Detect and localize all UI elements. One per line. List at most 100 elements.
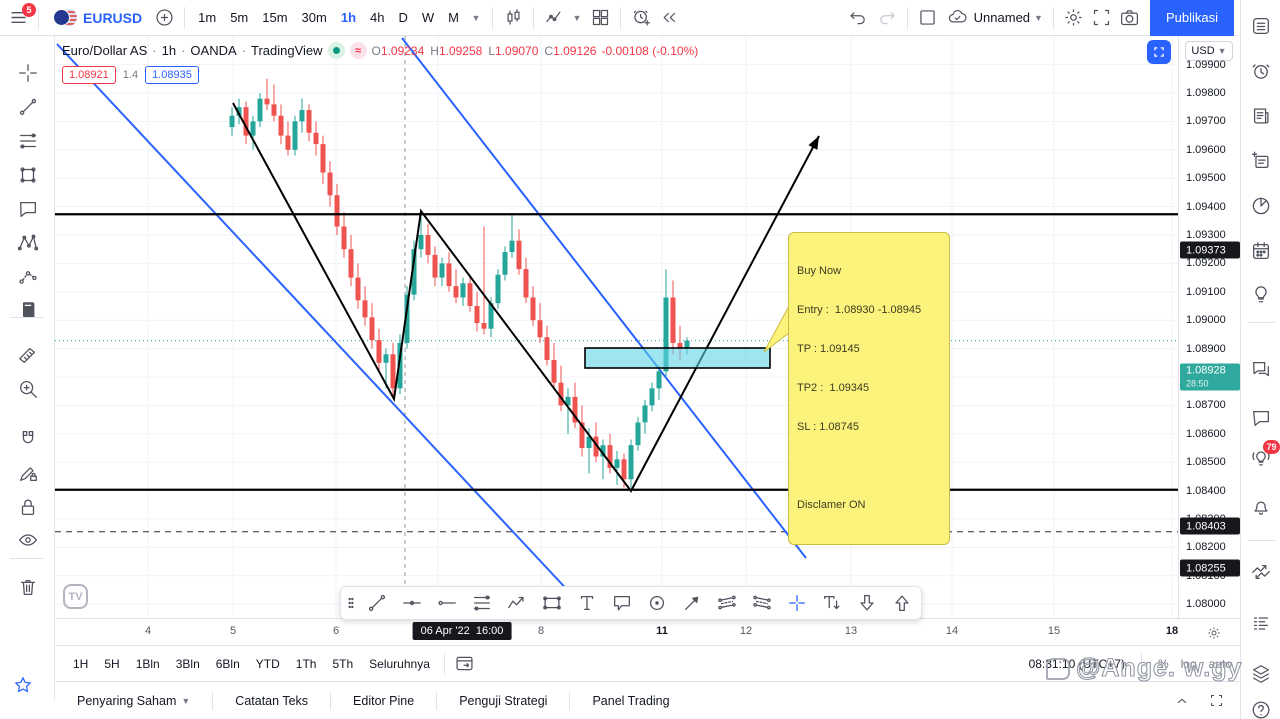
arrow-up-tool[interactable] [884,588,919,618]
drawing-lock-tool[interactable] [13,458,43,488]
chart-style-candles-button[interactable] [499,4,527,32]
range-5Th[interactable]: 5Th [332,656,354,671]
compare-add-symbol-button[interactable] [150,4,178,32]
alerts-icon[interactable] [1247,57,1275,85]
prediction-tool[interactable] [13,262,43,292]
timeframe-W[interactable]: W [421,10,435,25]
cross-line-tool[interactable] [779,588,814,618]
horizontal-ray-tool[interactable] [429,588,464,618]
zoom-in-tool[interactable] [13,374,43,404]
indicators-button[interactable] [540,4,568,32]
sell-bid-button[interactable]: 1.08921 [62,66,116,84]
fib-retracement-tool[interactable] [13,126,43,156]
timeframe-30m[interactable]: 30m [301,10,327,25]
range-1H[interactable]: 1H [73,656,89,671]
magnet-tool[interactable] [13,424,43,454]
favorites-star-button[interactable] [8,670,38,700]
delete-tool[interactable] [13,572,43,602]
chart-settings-button[interactable] [1060,4,1088,32]
crosshair-tool[interactable] [13,58,43,88]
scale-mode-%[interactable]: % [1157,656,1169,671]
layout-name-menu[interactable]: Unnamed ▼ [942,4,1047,32]
timeframe-D[interactable]: D [398,10,408,25]
public-chats-icon[interactable] [1247,356,1275,384]
tab-penguji-strategi[interactable]: Penguji Strategi [459,693,548,708]
timeframe-M[interactable]: M [448,10,459,25]
price-scale[interactable]: USD▼ 1.080001.081001.082001.083001.08400… [1178,36,1240,618]
hotlists-icon[interactable] [1247,192,1275,220]
range-5H[interactable]: 5H [104,656,120,671]
callout-tool[interactable] [604,588,639,618]
multichart-layout-button[interactable] [586,4,614,32]
timeframe-1m[interactable]: 1m [198,10,217,25]
tab-editor-pine[interactable]: Editor Pine [353,693,415,708]
timeframe-4h[interactable]: 4h [370,10,385,25]
data-window-icon[interactable] [1247,147,1275,175]
ruler-tool[interactable] [13,340,43,370]
hide-drawings-tool[interactable] [13,525,43,555]
price-scale-currency-button[interactable]: USD ▼ [1185,41,1233,61]
notifications-icon[interactable] [1247,492,1275,520]
trading-panel-icon[interactable] [1247,558,1275,586]
rectangle-tool[interactable] [534,588,569,618]
main-menu-button[interactable]: 5 [4,2,36,32]
range-YTD[interactable]: YTD [255,656,280,671]
news-icon[interactable] [1247,102,1275,130]
chart-canvas[interactable] [55,36,1178,618]
chart-pane[interactable] [55,36,1178,618]
lock-all-tool[interactable] [13,492,43,522]
long-position-tool[interactable] [709,588,744,618]
scale-mode-auto[interactable]: auto [1208,656,1232,671]
trend-line-tool[interactable] [359,588,394,618]
shapes-tool[interactable] [13,160,43,190]
object-tree-icon[interactable] [1247,660,1275,688]
short-position-tool[interactable] [744,588,779,618]
indicators-dropdown-chevron[interactable]: ▼ [572,12,582,23]
range-Seluruhnya[interactable]: Seluruhnya [369,656,430,671]
dom-icon[interactable] [1247,610,1275,638]
buy-ask-button[interactable]: 1.08935 [145,66,199,84]
tab-panel-trading[interactable]: Panel Trading [592,693,670,708]
range-3Bln[interactable]: 3Bln [175,656,200,671]
bar-replay-button[interactable] [655,4,683,32]
timeframe-dropdown-chevron[interactable]: ▼ [471,12,481,23]
time-axis[interactable]: 4 5 6 8 11 12 13 14 15 18 06 Apr '22 16:00 [55,618,1240,645]
help-button[interactable] [1247,696,1275,719]
range-6Bln[interactable]: 6Bln [215,656,240,671]
save-layout-checkbox-icon[interactable] [914,4,942,32]
scale-mode-log[interactable]: log [1180,656,1197,671]
pane-maximize-button[interactable] [1147,40,1171,64]
range-1Bln[interactable]: 1Bln [135,656,160,671]
arrow-down-tool[interactable] [849,588,884,618]
collapse-panel-chevron-icon[interactable] [1168,687,1196,715]
goto-date-button[interactable] [451,650,479,678]
streams-icon[interactable] [1247,444,1275,472]
xabcd-pattern-tool[interactable] [13,228,43,258]
calendar-icon[interactable] [1247,237,1275,265]
icons-tool[interactable] [13,295,43,325]
fullscreen-button[interactable] [1088,4,1116,32]
fib-retracement-tool[interactable] [464,588,499,618]
text-tool[interactable] [569,588,604,618]
legend-interval[interactable]: 1h [161,43,177,58]
horizontal-line-tool[interactable] [394,588,429,618]
zigzag-arrow-tool[interactable] [499,588,534,618]
clock-timezone-button[interactable]: 08:31:10 (UTC+7) [1028,656,1125,671]
trend-line-tool[interactable] [13,92,43,122]
panel-maximize-icon[interactable] [1202,687,1230,715]
entry-zone-rectangle[interactable] [584,347,771,369]
text-note-tool[interactable] [13,194,43,224]
scale-settings-gear-icon[interactable] [1203,622,1225,644]
buy-signal-callout[interactable]: Buy Now Entry : 1.08930 -1.08945 TP : 1.… [788,232,950,545]
ideas-icon[interactable] [1247,280,1275,308]
create-alert-button[interactable] [627,4,655,32]
private-chat-icon[interactable] [1247,404,1275,432]
range-1Th[interactable]: 1Th [295,656,317,671]
tradingview-watermark-logo[interactable]: TV [63,584,88,609]
timeframe-5m[interactable]: 5m [230,10,249,25]
anchored-text-tool[interactable] [814,588,849,618]
circle-tool[interactable] [639,588,674,618]
timeframe-15m[interactable]: 15m [262,10,288,25]
snapshot-camera-button[interactable] [1116,4,1144,32]
tab-penyaring-saham[interactable]: Penyaring Saham ▼ [77,693,191,708]
